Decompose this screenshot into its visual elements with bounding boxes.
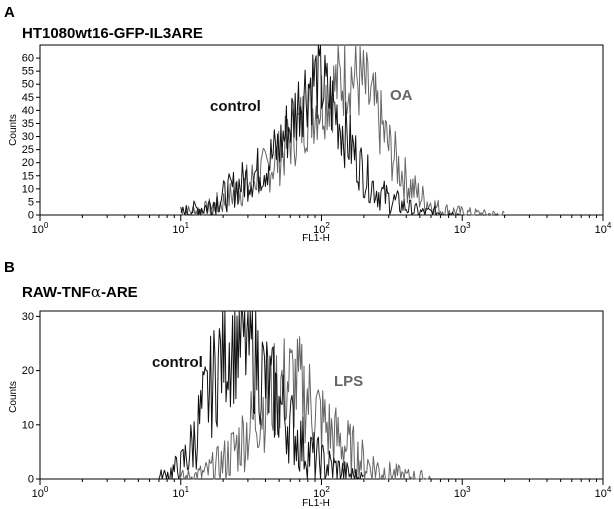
panel-b-xtick-base: 10: [313, 488, 325, 500]
panel-b-xtick-exp: 3: [466, 485, 471, 494]
panel-a-ytick-label: 40: [22, 105, 34, 117]
panel-b-xtick-label: 101: [172, 485, 189, 500]
panel-b-xtick-base: 10: [454, 488, 466, 500]
panel-b-xtick-exp: 0: [44, 485, 49, 494]
panel-b-series-control-line: [158, 310, 364, 480]
panel-a-ytick-label: 10: [22, 183, 34, 195]
panel-a-xtick-exp: 0: [44, 221, 49, 230]
panel-a-oa-label: OA: [390, 87, 413, 104]
panel-a-ytick-label: 50: [22, 79, 34, 91]
panel-a-ylabel: Counts: [8, 114, 19, 146]
panel-a-xtick-label: 100: [32, 221, 49, 236]
panel-b-title-suffix: -ARE: [101, 284, 138, 301]
panel-b-title-alpha: α: [91, 283, 101, 301]
panel-a-xtick-label: 102: [313, 221, 330, 236]
panel-a-ytick-label: 30: [22, 131, 34, 143]
panel-a-ytick-label: 60: [22, 53, 34, 65]
panel-b-xlabel: FL1-H: [302, 498, 330, 509]
panel-b-title: RAW-TNFα-ARE: [22, 283, 138, 301]
panel-a-xtick-exp: 3: [466, 221, 471, 230]
panel-b-title-prefix: RAW-TNF: [22, 284, 91, 301]
panel-b-ytick-label: 0: [28, 474, 34, 486]
panel-b-ytick-label: 10: [22, 419, 34, 431]
panel-a-title: HT1080wt16-GFP-IL3ARE: [22, 25, 203, 42]
panel-a-xtick-base: 10: [32, 224, 44, 236]
panel-a-xtick-label: 104: [595, 221, 612, 236]
panel-b-letter: B: [4, 259, 15, 276]
panel-a-ytick-label: 35: [22, 118, 34, 130]
panel-a-xtick-base: 10: [313, 224, 325, 236]
panel-b-xtick-exp: 4: [607, 485, 612, 494]
panel-b-xtick-label: 103: [454, 485, 471, 500]
panel-b-xtick-base: 10: [172, 488, 184, 500]
panel-a-xtick-exp: 4: [607, 221, 612, 230]
panel-a-xtick-label: 101: [172, 221, 189, 236]
panel-b-xtick-label: 104: [595, 485, 612, 500]
panel-a-ytick-label: 0: [28, 210, 34, 222]
panel-a-ytick-label: 5: [28, 196, 34, 208]
panel-b-lps-label: LPS: [334, 373, 363, 390]
panel-a-xtick-base: 10: [454, 224, 466, 236]
panel-a-xlabel: FL1-H: [302, 233, 330, 244]
panel-a-ytick-label: 20: [22, 157, 34, 169]
panel-b-xtick-base: 10: [32, 488, 44, 500]
panel-b-xtick-exp: 1: [185, 485, 190, 494]
panel-a-frame: [39, 44, 604, 216]
panel-a-ytick-label: 25: [22, 144, 34, 156]
panel-b-ytick-label: 30: [22, 311, 34, 323]
panel-a-xtick-exp: 1: [185, 221, 190, 230]
panel-b-xtick-label: 100: [32, 485, 49, 500]
panel-a-ytick-label: 15: [22, 170, 34, 182]
panel-a-xtick-exp: 2: [325, 221, 330, 230]
panel-b-series-lps-line: [180, 336, 431, 480]
panel-b-control-label: control: [152, 354, 203, 371]
panel-a-series-control-line: [180, 44, 462, 216]
panel-a-xtick-base: 10: [595, 224, 607, 236]
panel-a-ytick-label: 45: [22, 92, 34, 104]
panel-a-xtick-base: 10: [172, 224, 184, 236]
panel-b-xtick-label: 102: [313, 485, 330, 500]
panel-b-ytick-label: 20: [22, 365, 34, 377]
panel-b-ylabel: Counts: [8, 381, 19, 413]
panel-a-xtick-label: 103: [454, 221, 471, 236]
panel-a-letter: A: [4, 4, 15, 21]
panel-a-ytick-label: 55: [22, 66, 34, 78]
panel-b-xtick-exp: 2: [325, 485, 330, 494]
panel-a-control-label: control: [210, 98, 261, 115]
panel-b-xtick-base: 10: [595, 488, 607, 500]
